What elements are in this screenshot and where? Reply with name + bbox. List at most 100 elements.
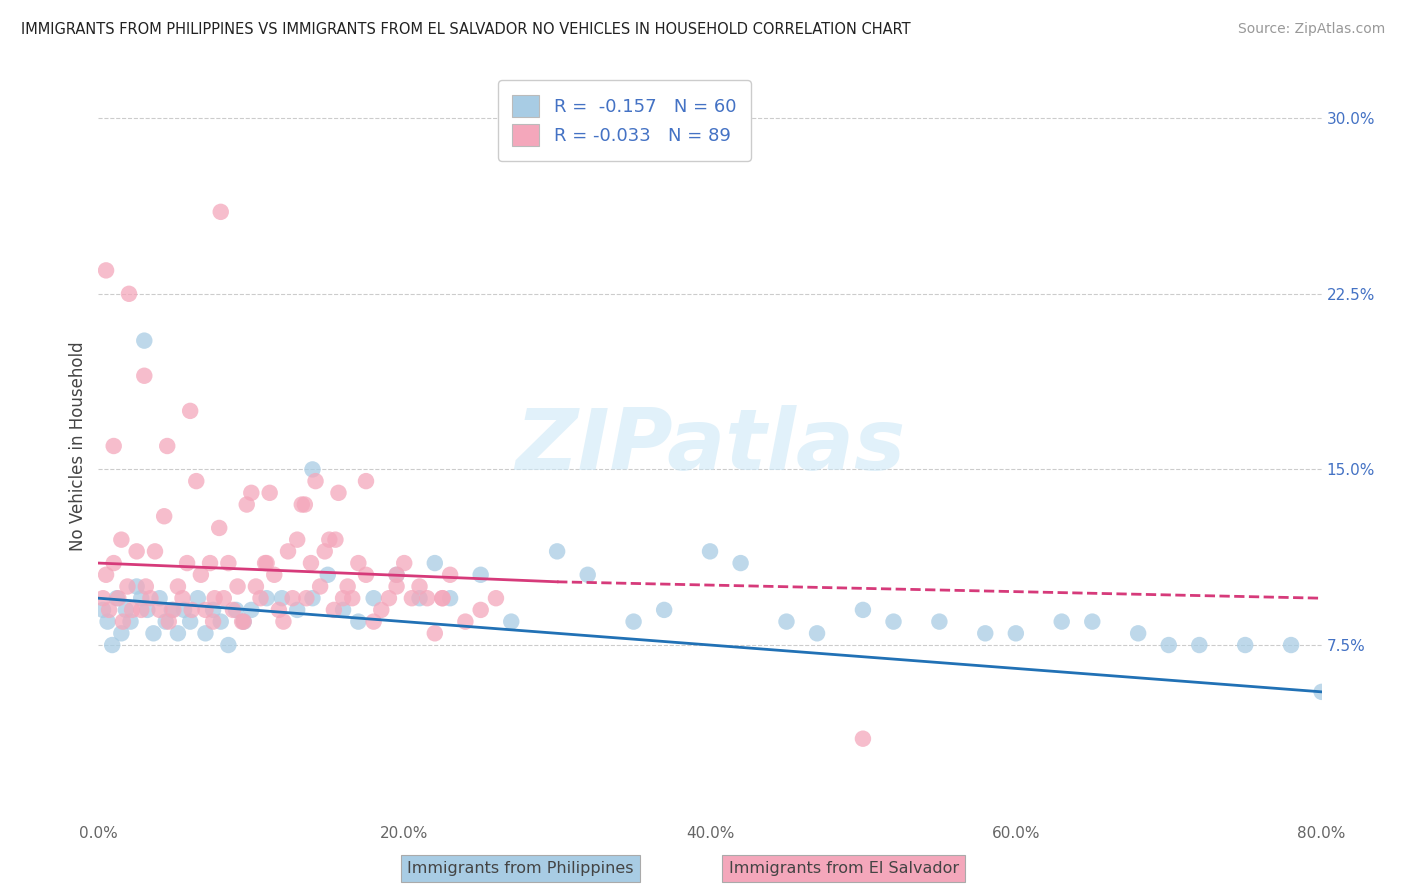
Point (336, 580, 359, 594)
Point (217, 638, 239, 652)
Text: IMMIGRANTS FROM PHILIPPINES VS IMMIGRANTS FROM EL SALVADOR NO VEHICLES IN HOUSEH: IMMIGRANTS FROM PHILIPPINES VS IMMIGRANT… (21, 22, 911, 37)
Point (198, 556, 221, 570)
Point (304, 474, 326, 488)
Point (439, 591, 461, 606)
Point (501, 615, 523, 629)
Point (225, 603, 247, 617)
Point (125, 544, 148, 558)
Point (470, 603, 492, 617)
Text: Immigrants from Philippines: Immigrants from Philippines (406, 861, 634, 876)
Point (187, 591, 209, 606)
Text: ZIPatlas: ZIPatlas (515, 404, 905, 488)
Point (226, 580, 249, 594)
Point (105, 591, 128, 606)
Point (385, 580, 408, 594)
Point (401, 591, 423, 606)
Point (316, 567, 339, 582)
Point (485, 591, 508, 606)
Point (254, 556, 277, 570)
Point (111, 615, 134, 629)
Point (156, 439, 179, 453)
Point (142, 626, 165, 640)
Point (285, 533, 308, 547)
Point (256, 556, 278, 570)
Point (94, 567, 117, 582)
Point (1188, 638, 1211, 652)
Point (273, 615, 295, 629)
Y-axis label: No Vehicles in Household: No Vehicles in Household (69, 341, 87, 551)
Point (120, 615, 142, 629)
Point (342, 591, 364, 606)
Point (470, 567, 492, 582)
Point (270, 591, 294, 606)
Point (1050, 615, 1073, 629)
Point (267, 603, 290, 617)
Point (363, 591, 385, 606)
Point (294, 498, 316, 512)
Point (347, 615, 370, 629)
Point (118, 286, 141, 301)
Point (117, 580, 139, 594)
Point (97, 615, 120, 629)
Point (240, 485, 263, 500)
Point (281, 591, 304, 606)
Point (149, 591, 172, 606)
Point (1004, 626, 1026, 640)
Point (285, 603, 308, 617)
Point (378, 591, 401, 606)
Point (135, 580, 157, 594)
Point (301, 462, 323, 476)
Point (115, 603, 138, 617)
Point (176, 556, 198, 570)
Point (209, 615, 232, 629)
Point (699, 544, 721, 558)
Point (385, 567, 408, 582)
Point (883, 615, 905, 629)
Point (194, 626, 217, 640)
Point (162, 603, 184, 617)
Point (121, 603, 143, 617)
Point (432, 591, 454, 606)
Point (652, 603, 675, 617)
Point (301, 591, 323, 606)
Text: Immigrants from El Salvador: Immigrants from El Salvador (728, 861, 959, 876)
Point (354, 567, 377, 582)
Point (204, 591, 226, 606)
Point (202, 603, 225, 617)
Point (232, 615, 254, 629)
Point (623, 615, 645, 629)
Point (134, 334, 156, 348)
Point (190, 567, 212, 582)
Point (232, 615, 254, 629)
Point (110, 626, 132, 640)
Point (775, 615, 797, 629)
Point (263, 567, 285, 582)
Point (328, 485, 350, 500)
Point (259, 485, 281, 500)
Point (217, 556, 239, 570)
Point (157, 615, 180, 629)
Point (423, 556, 446, 570)
Point (363, 615, 385, 629)
Point (134, 368, 156, 383)
Point (167, 626, 190, 640)
Point (852, 603, 875, 617)
Point (149, 603, 172, 617)
Point (129, 603, 152, 617)
Point (1157, 638, 1180, 652)
Text: Source: ZipAtlas.com: Source: ZipAtlas.com (1237, 22, 1385, 37)
Point (974, 626, 997, 640)
Point (180, 603, 202, 617)
Point (439, 567, 461, 582)
Point (136, 603, 159, 617)
Point (1279, 638, 1302, 652)
Point (454, 615, 477, 629)
Point (256, 591, 278, 606)
Point (202, 615, 225, 629)
Point (1234, 638, 1257, 652)
Point (314, 544, 336, 558)
Point (432, 591, 454, 606)
Point (173, 603, 195, 617)
Point (179, 404, 201, 418)
Point (730, 556, 752, 570)
